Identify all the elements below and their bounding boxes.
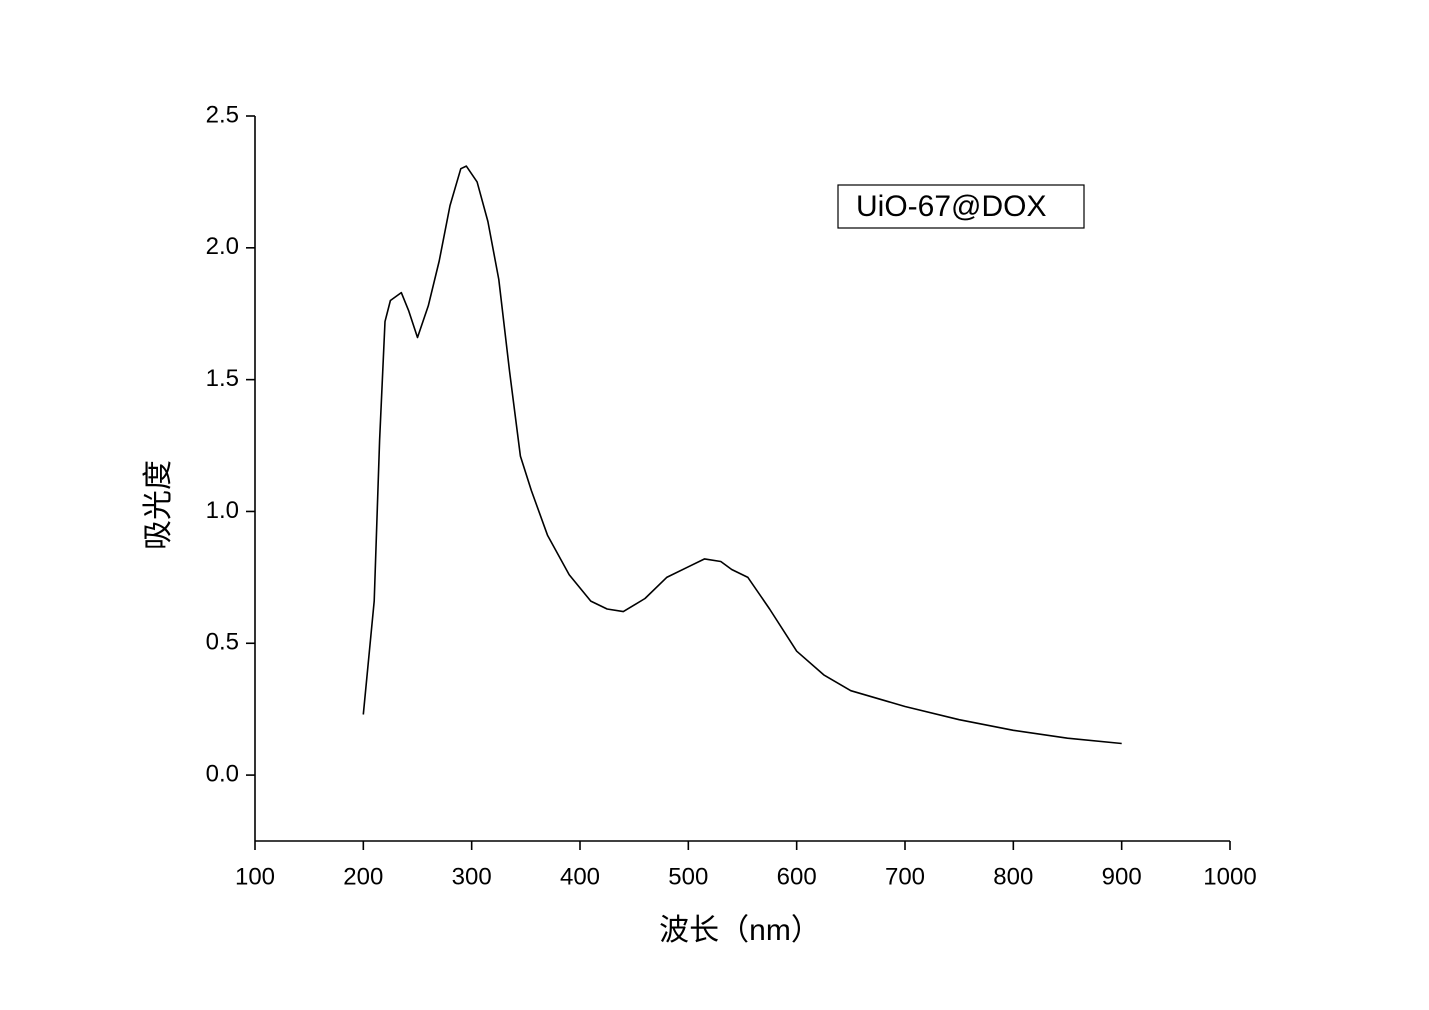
- legend-label: UiO-67@DOX: [856, 190, 1047, 223]
- y-axis-label: 吸光度: [142, 460, 175, 550]
- x-tick-label: 600: [777, 863, 817, 890]
- y-tick-label: 2.5: [206, 101, 239, 128]
- legend-box: [837, 184, 1085, 229]
- y-tick-label: 1.0: [206, 497, 239, 524]
- x-tick-label: 900: [1102, 863, 1142, 890]
- y-tick-label: 0.0: [206, 760, 239, 787]
- y-tick-label: 0.5: [206, 629, 239, 656]
- x-tick-label: 300: [452, 863, 492, 890]
- x-axis-label: 波长（nm）: [659, 914, 821, 947]
- x-tick-label: 400: [560, 863, 600, 890]
- x-tick-label: 200: [343, 863, 383, 890]
- x-tick-label: 700: [885, 863, 925, 890]
- x-tick-label: 100: [235, 863, 275, 890]
- data-line: [362, 165, 1122, 745]
- y-tick-label: 2.0: [206, 233, 239, 260]
- x-tick-label: 500: [668, 863, 708, 890]
- x-tick-label: 1000: [1203, 863, 1256, 890]
- x-tick-label: 800: [993, 863, 1033, 890]
- y-tick-label: 1.5: [206, 365, 239, 392]
